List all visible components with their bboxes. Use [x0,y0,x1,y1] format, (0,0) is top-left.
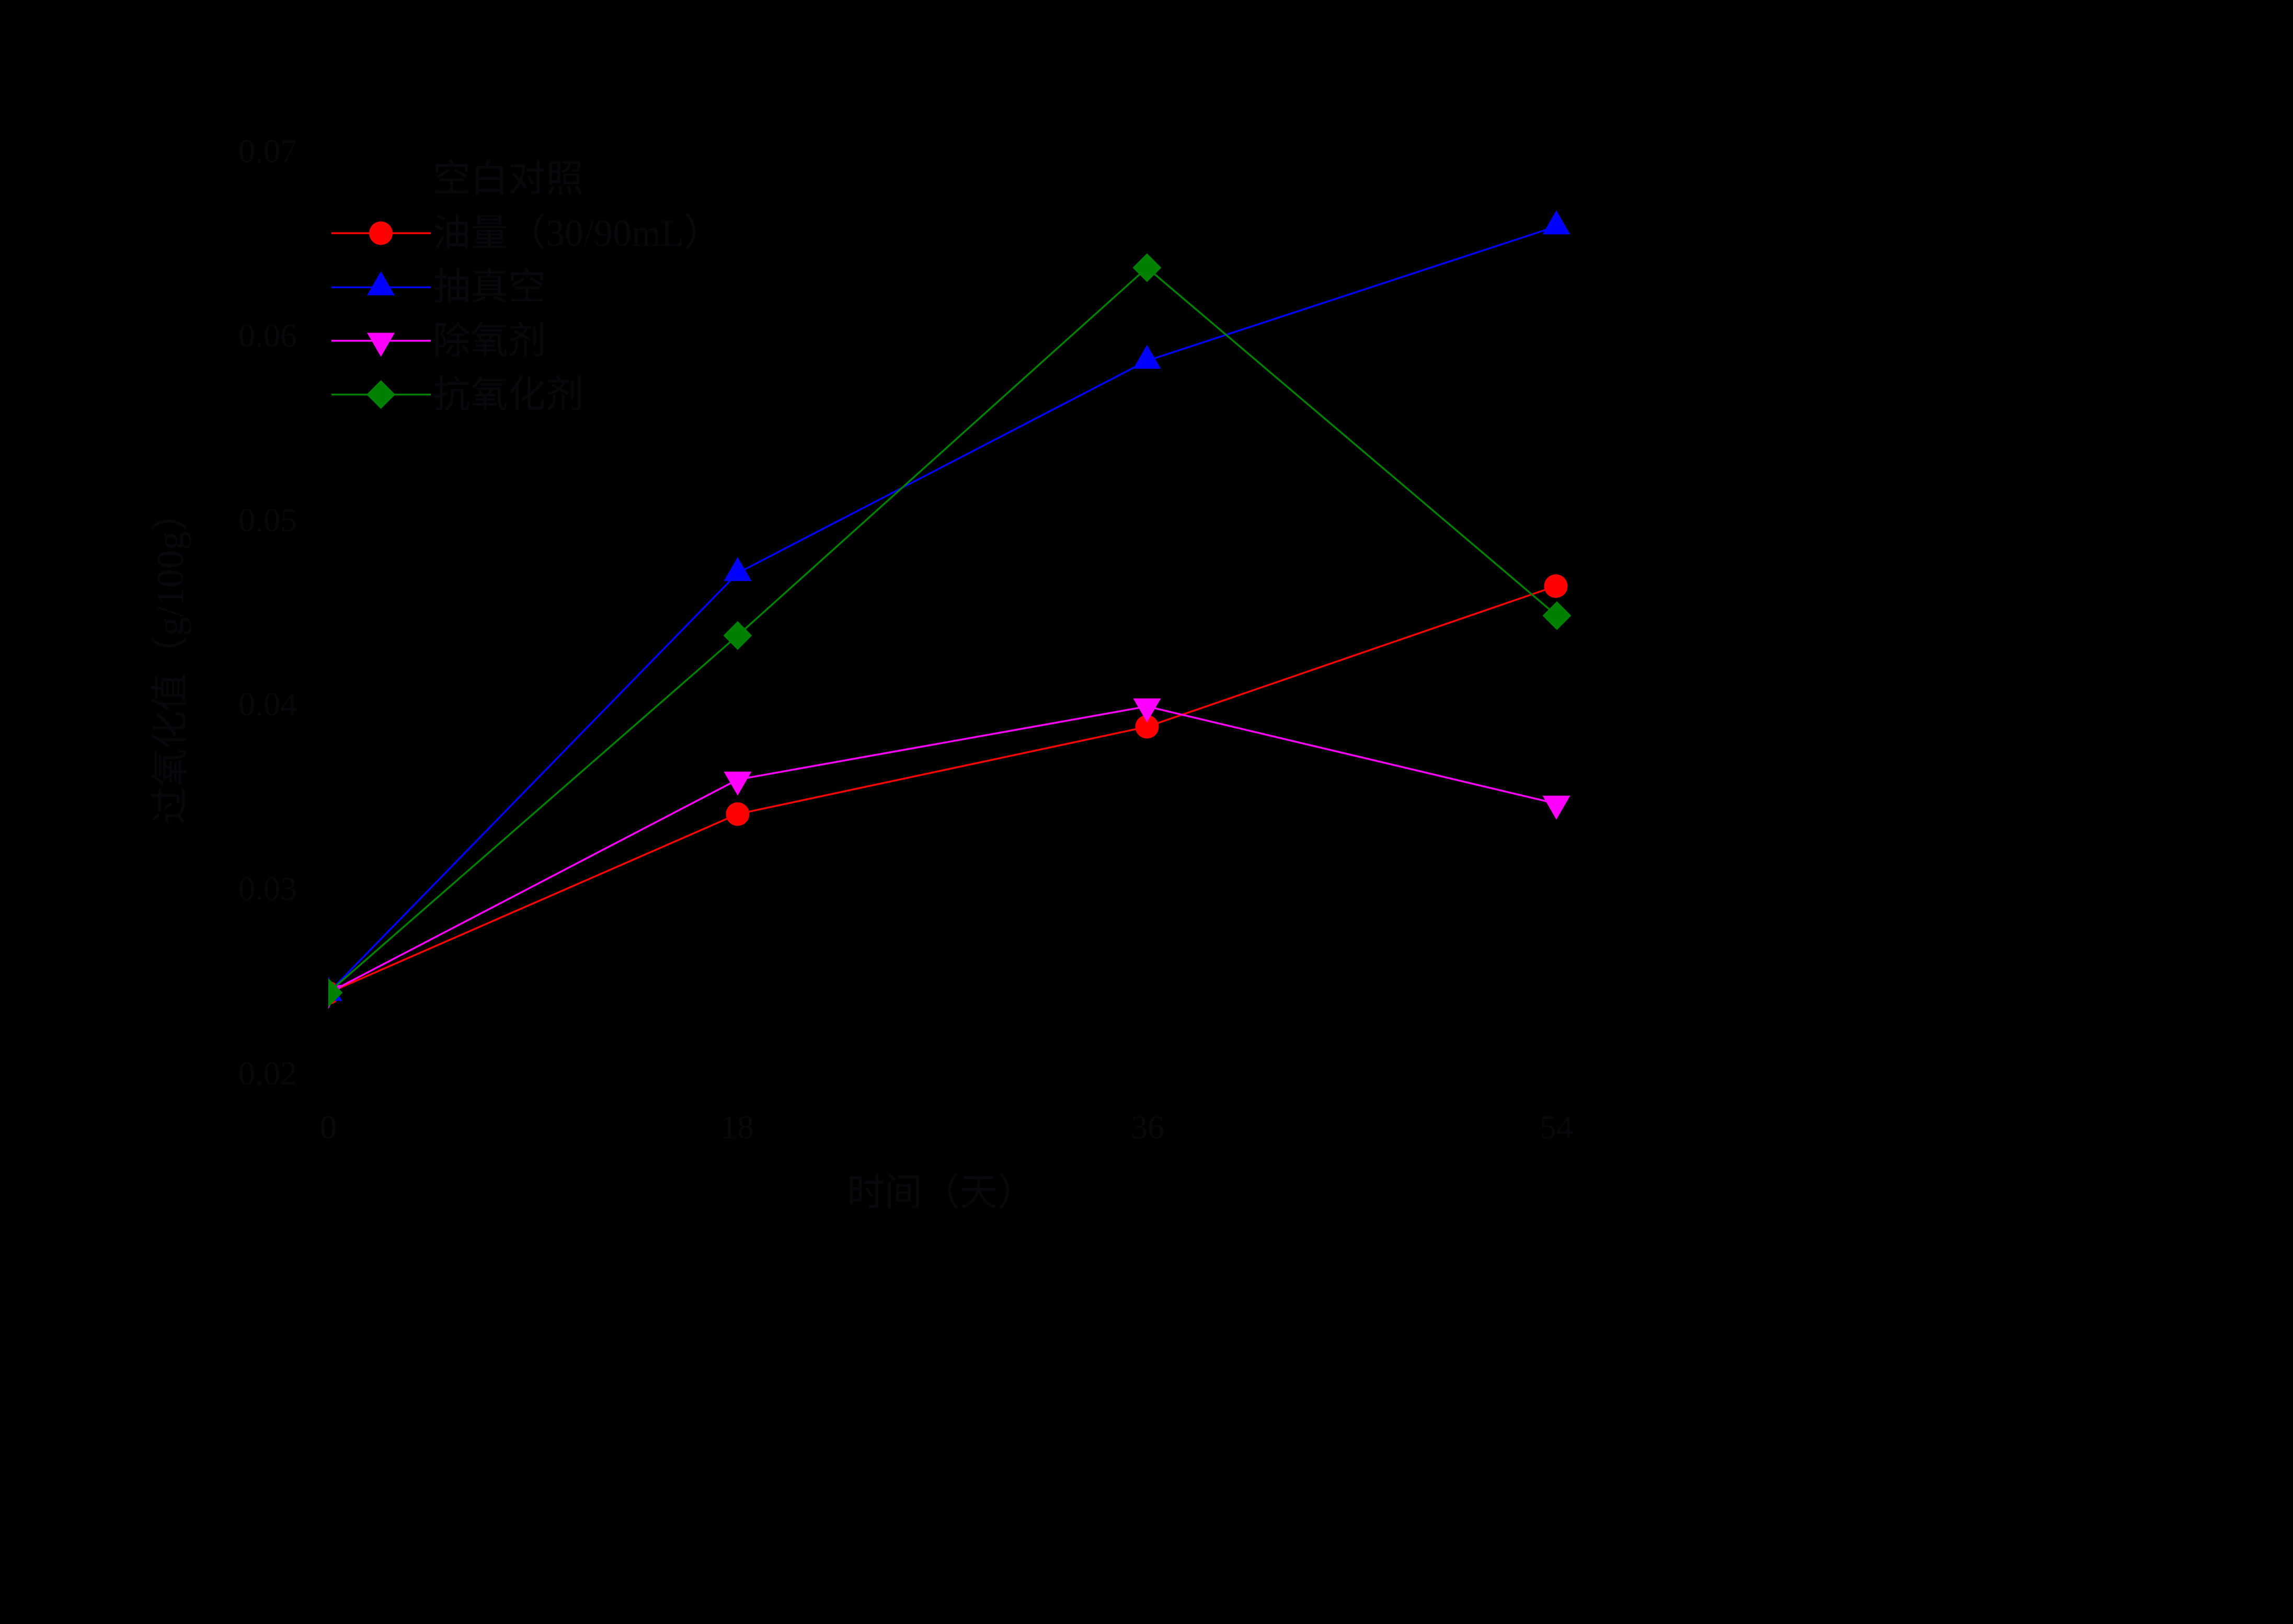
svg-text:空白对照: 空白对照 [433,158,583,200]
svg-text:54: 54 [1540,1108,1573,1146]
svg-text:36: 36 [1131,1108,1164,1146]
svg-text:0.04: 0.04 [238,685,297,723]
svg-text:0.06: 0.06 [238,317,297,354]
svg-text:抽真空: 抽真空 [433,266,546,308]
svg-text:18: 18 [720,1108,754,1146]
svg-text:0: 0 [320,1108,337,1146]
svg-text:0.03: 0.03 [238,870,297,907]
svg-text:0.07: 0.07 [238,132,297,169]
svg-text:0.05: 0.05 [238,501,297,539]
svg-text:过氧化值（g/100g）: 过氧化值（g/100g） [150,494,191,824]
svg-text:0.02: 0.02 [238,1055,297,1092]
svg-text:时间（天）: 时间（天） [847,1172,1035,1214]
svg-text:除氧剂: 除氧剂 [433,320,546,362]
svg-text:油量（30/90mL）: 油量（30/90mL） [433,212,721,254]
svg-text:抗氧化剂: 抗氧化剂 [433,374,583,416]
